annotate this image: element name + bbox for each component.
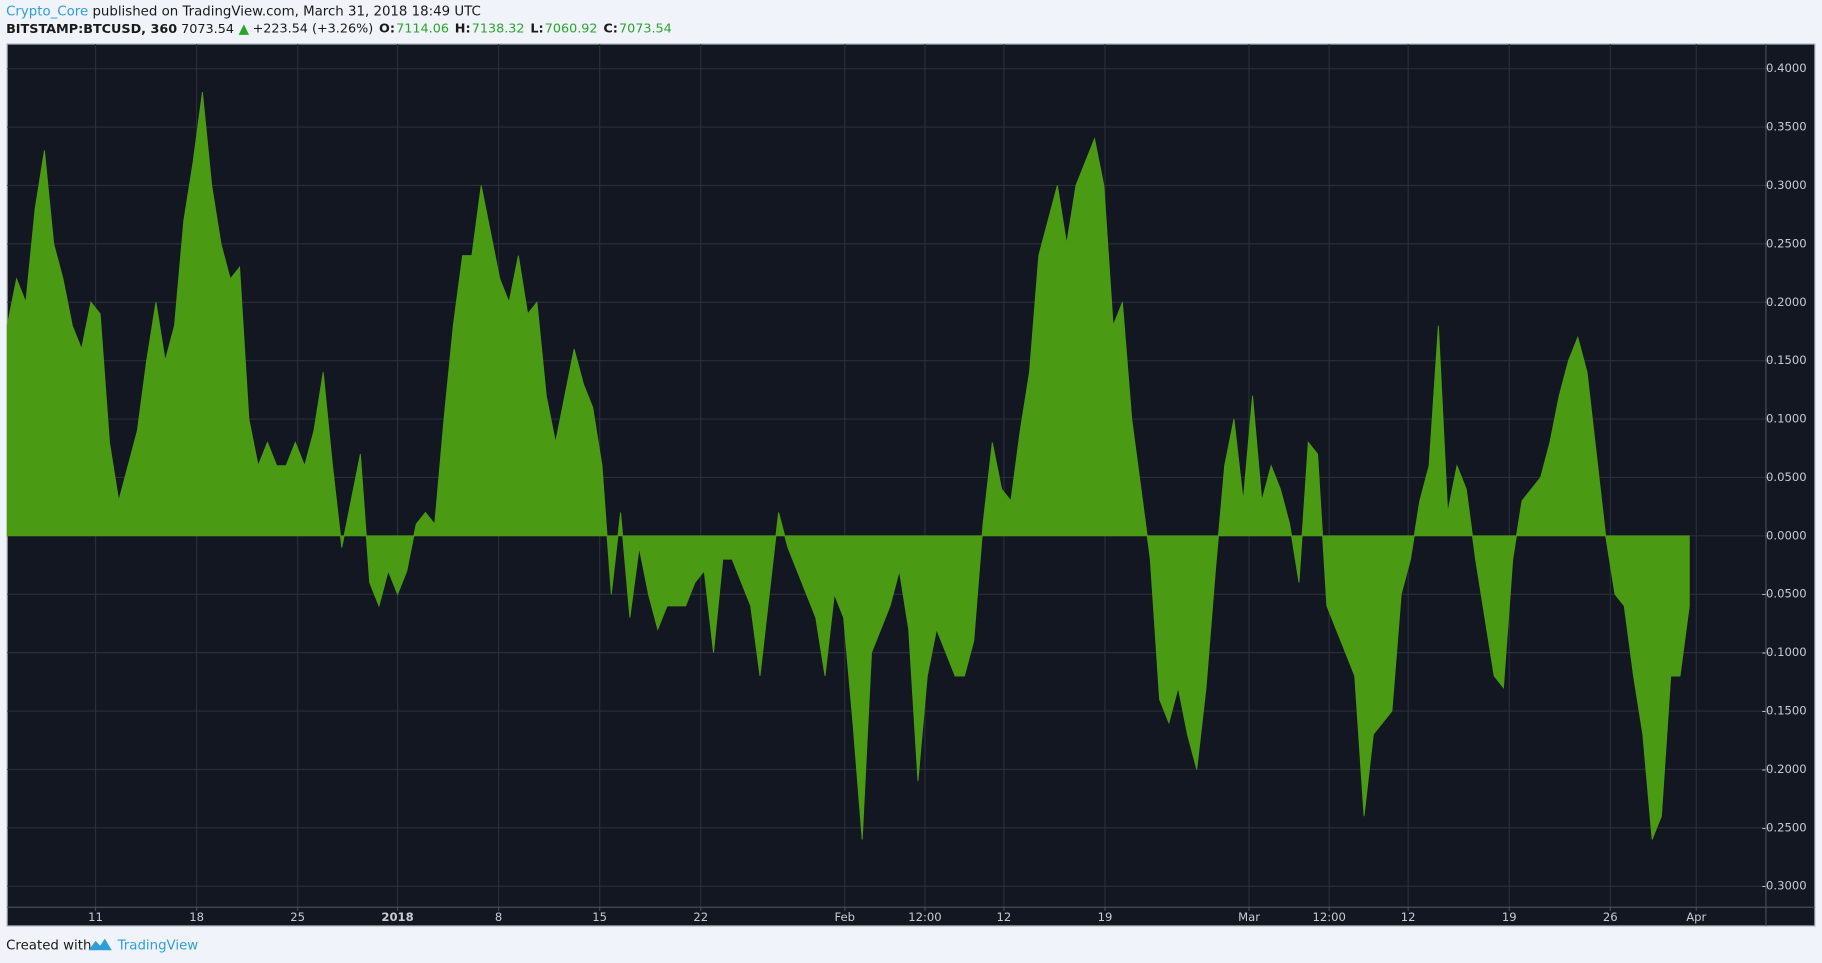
x-tick-label: 19 bbox=[1502, 910, 1517, 924]
y-tick-label: -0.1500 bbox=[1762, 704, 1807, 718]
y-tick-label: 0.1000 bbox=[1766, 412, 1807, 426]
x-tick-label: 22 bbox=[693, 910, 708, 924]
axis-labels: -0.3000 -0.2500 -0.2000 -0.1500 -0.1000 -0.05… bbox=[88, 61, 1806, 924]
ohlc-label: H: bbox=[455, 22, 471, 37]
y-tick-label: 0.0000 bbox=[1766, 528, 1807, 542]
x-tick-label: 12:00 bbox=[1312, 910, 1345, 924]
last-price: 7073.54 bbox=[181, 22, 234, 37]
x-tick-label: 12:00 bbox=[908, 910, 941, 924]
x-tick-label: 19 bbox=[1098, 910, 1113, 924]
x-tick-label: 15 bbox=[592, 910, 607, 924]
ohlc-label: C: bbox=[603, 22, 617, 37]
ohlc-label: L: bbox=[530, 22, 543, 37]
created-with: Created with bbox=[6, 939, 91, 954]
x-tick-label: 12 bbox=[1401, 910, 1416, 924]
symbol: BITSTAMP:BTCUSD, 360 bbox=[6, 22, 177, 37]
marks bbox=[6, 91, 1690, 840]
x-tick-label: 11 bbox=[88, 910, 103, 924]
y-tick-label: 0.3500 bbox=[1766, 120, 1807, 134]
x-tick-label: Apr bbox=[1686, 910, 1706, 924]
y-tick-label: 0.3000 bbox=[1766, 178, 1807, 192]
price-header: +223.54 (+3.26%) O: 7114.06 H: 7138.32 L: 7060… bbox=[238, 22, 672, 37]
y-tick-label: -0.0500 bbox=[1762, 587, 1807, 601]
ohlc-value: 7138.32 bbox=[472, 22, 525, 37]
y-tick-label: -0.3000 bbox=[1762, 879, 1807, 893]
y-tick-label: -0.1000 bbox=[1762, 645, 1807, 659]
x-tick-label: Mar bbox=[1238, 910, 1260, 924]
ohlc-value: 7060.92 bbox=[545, 22, 598, 37]
y-tick-label: -0.2000 bbox=[1762, 762, 1807, 776]
x-tick-label: 12 bbox=[997, 910, 1012, 924]
y-tick-label: 0.0500 bbox=[1766, 470, 1807, 484]
y-tick-label: 0.2000 bbox=[1766, 295, 1807, 309]
x-tick-label: 18 bbox=[189, 910, 204, 924]
ohlc-value: 7073.54 bbox=[619, 22, 672, 37]
x-tick-label: 2018 bbox=[381, 910, 413, 924]
x-tick-label: 8 bbox=[495, 910, 502, 924]
x-tick-label: Feb bbox=[835, 910, 856, 924]
y-tick-label: 0.1500 bbox=[1766, 353, 1807, 367]
change: +223.54 (+3.26%) bbox=[253, 22, 374, 37]
x-tick-label: 25 bbox=[290, 910, 305, 924]
brand-logo bbox=[88, 938, 112, 951]
publish-line: Crypto_Core published on TradingView.com… bbox=[6, 5, 481, 20]
y-tick-label: 0.4000 bbox=[1766, 61, 1807, 75]
ohlc-value: 7114.06 bbox=[396, 22, 449, 37]
published-text: published on TradingView.com, March 31, … bbox=[92, 5, 480, 20]
symbol-line: BITSTAMP:BTCUSD, 360 7073.54 bbox=[6, 22, 234, 37]
up-arrow bbox=[238, 24, 250, 35]
brand-link[interactable]: TradingView bbox=[117, 939, 199, 954]
author-link[interactable]: Crypto_Core bbox=[6, 5, 88, 20]
y-tick-label: 0.2500 bbox=[1766, 236, 1807, 250]
ohlc-label: O: bbox=[379, 22, 395, 37]
x-tick-label: 26 bbox=[1603, 910, 1618, 924]
area bbox=[6, 91, 1690, 840]
y-tick-label: -0.2500 bbox=[1762, 820, 1807, 834]
